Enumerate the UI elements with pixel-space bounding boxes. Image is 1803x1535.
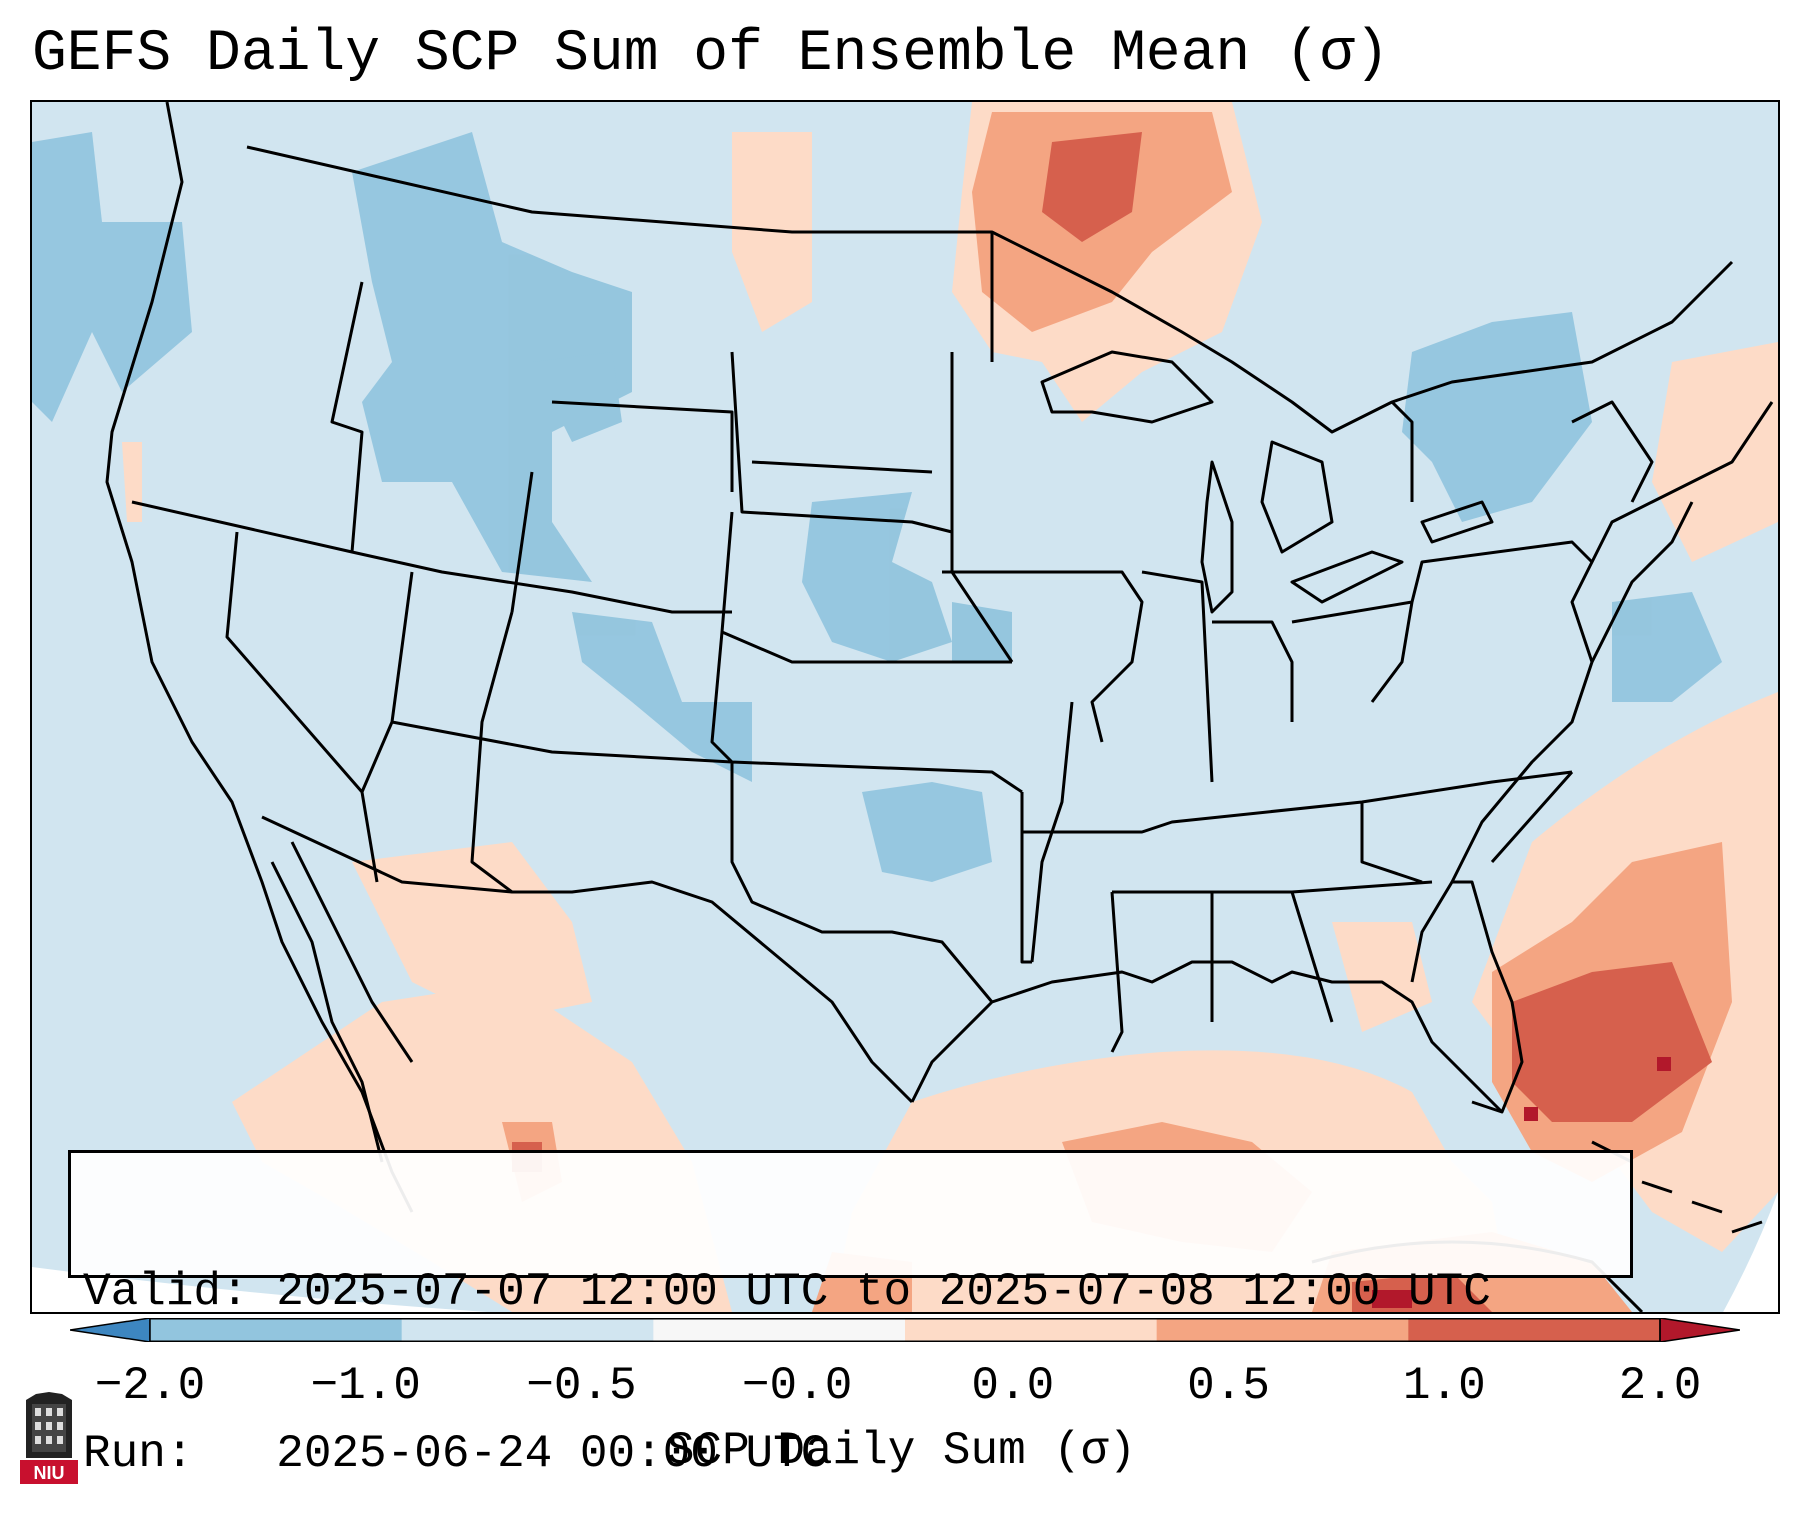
extreme-point-atlantic-2 bbox=[1524, 1107, 1538, 1121]
colorbar-segment bbox=[905, 1318, 1158, 1342]
strong-atlantic bbox=[1512, 962, 1712, 1122]
extreme-point-caribbean bbox=[1372, 1290, 1412, 1308]
neg-pacific-nw bbox=[32, 132, 192, 422]
east-coast bbox=[1450, 401, 1774, 883]
logo-text: NIU bbox=[34, 1463, 65, 1483]
baja bbox=[270, 841, 414, 1163]
projection-edge-right bbox=[1723, 1192, 1778, 1312]
colorbar-segment bbox=[1156, 1318, 1409, 1342]
gulf-coast bbox=[910, 960, 1504, 1114]
pos-new-england bbox=[1652, 342, 1778, 562]
colorbar-tick-label: −2.0 bbox=[94, 1360, 206, 1412]
canada-border bbox=[246, 145, 1734, 434]
colorbar-segment bbox=[1408, 1318, 1661, 1342]
colorbar-tick-label: 2.0 bbox=[1618, 1360, 1702, 1412]
colorbar-frame bbox=[149, 1318, 1661, 1342]
lake-erie bbox=[1290, 550, 1404, 604]
neg-wyoming bbox=[532, 352, 622, 442]
extreme-point-atlantic-1 bbox=[1657, 1057, 1671, 1071]
extreme-positive-points bbox=[1372, 1057, 1671, 1308]
mexico-border bbox=[261, 815, 914, 1104]
colorbar-label: SCP Daily Sum (σ) bbox=[666, 1425, 1137, 1477]
colorbar-tick-label: 0.0 bbox=[971, 1360, 1055, 1412]
west-coast bbox=[105, 102, 414, 1213]
negative-anomaly-regions bbox=[32, 132, 1722, 882]
valid-time-line: Valid: 2025-07-07 12:00 UTC to 2025-07-0… bbox=[83, 1266, 1491, 1318]
neg-new-york bbox=[1402, 312, 1592, 522]
colorbar-segment bbox=[653, 1318, 906, 1342]
colorbar-segment bbox=[401, 1318, 654, 1342]
colorbar-tick-label: 0.5 bbox=[1187, 1360, 1270, 1412]
lake-ontario bbox=[1420, 500, 1494, 544]
map-title: GEFS Daily SCP Sum of Ensemble Mean (σ) bbox=[32, 22, 1390, 87]
colorbar bbox=[70, 1318, 1740, 1342]
neg-nebraska-dakota bbox=[802, 492, 952, 662]
validity-info-box: Valid: 2025-07-07 12:00 UTC to 2025-07-0… bbox=[68, 1150, 1633, 1480]
pos-southwest bbox=[352, 842, 592, 1022]
colorbar-tick-label: −0.0 bbox=[741, 1360, 853, 1412]
colorbar-tick-label: −0.5 bbox=[526, 1360, 637, 1412]
pos-rockies-streaks bbox=[732, 132, 812, 332]
lake-huron bbox=[1260, 440, 1334, 554]
niu-logo: NIU bbox=[20, 1392, 78, 1484]
colorbar-tick-label: −1.0 bbox=[310, 1360, 421, 1412]
neg-idaho-montana bbox=[352, 132, 632, 582]
lake-superior bbox=[1040, 350, 1214, 424]
run-time-line: Run: 2025-06-24 00:00 UTC bbox=[83, 1428, 829, 1480]
colorbar-extend-low bbox=[70, 1318, 151, 1342]
colorbar-tick-label: 1.0 bbox=[1402, 1360, 1486, 1412]
strong-ontario bbox=[1042, 132, 1142, 242]
colorbar-segment bbox=[150, 1318, 403, 1342]
anomaly-map bbox=[32, 102, 1778, 1312]
neg-iowa-illinois bbox=[952, 602, 1012, 662]
pos-southeast bbox=[1332, 922, 1432, 1032]
neg-utah-colorado bbox=[572, 612, 752, 782]
florida bbox=[1410, 880, 1524, 1114]
neg-oklahoma bbox=[862, 782, 992, 882]
projection-edge bbox=[32, 1267, 488, 1312]
neg-atlantic-ne bbox=[1612, 592, 1722, 702]
colorbar-ticks: −2.0 −1.0 −0.5 −0.0 0.0 0.5 1.0 2.0 bbox=[0, 1360, 1803, 1420]
lake-michigan bbox=[1200, 460, 1234, 614]
state-lines bbox=[131, 232, 1694, 1053]
boundary-lines bbox=[105, 102, 1774, 1213]
map-frame bbox=[30, 100, 1780, 1314]
colorbar-extend-high bbox=[1659, 1318, 1740, 1342]
